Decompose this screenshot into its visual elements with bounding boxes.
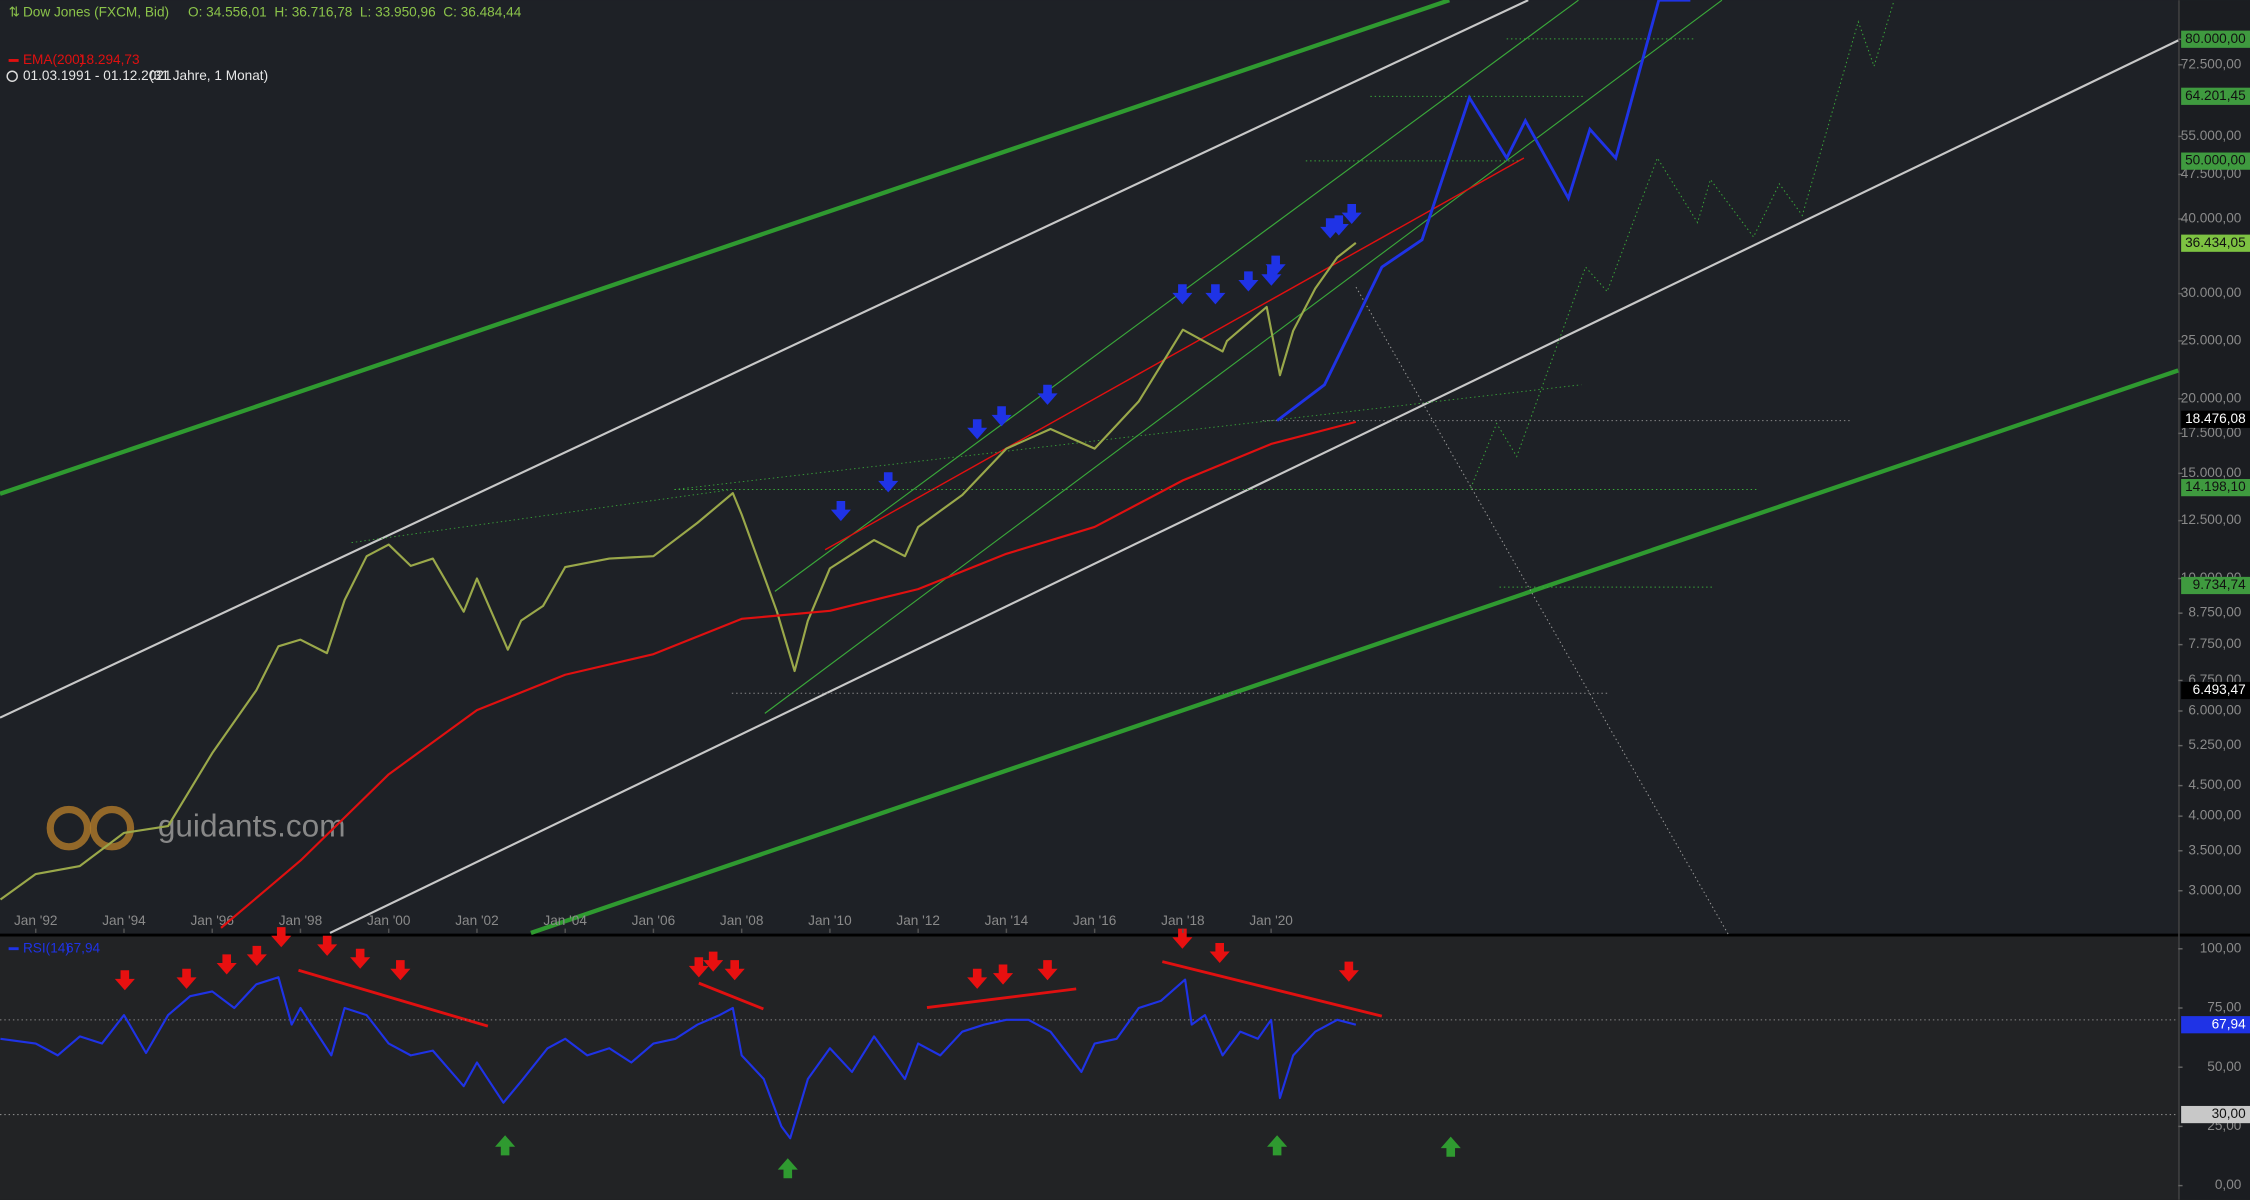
y-tick-label: 4.000,00 [2188,808,2241,823]
price-label: 14.198,10 [2185,479,2246,494]
ema-legend-value: 18.294,73 [79,52,140,67]
y-tick-label: 75,00 [2207,1000,2242,1015]
logo [46,805,92,851]
x-tick-label: Jan '04 [543,913,587,928]
x-tick-label: Jan '06 [632,913,676,928]
trend-line [698,981,764,1011]
price-axis [2178,0,2250,1200]
trend-line [764,0,1723,714]
watermark: guidants.com [46,805,346,851]
y-tick-label: 30.000,00 [2181,285,2242,300]
trend-line [674,384,1582,490]
trend-line [1161,960,1383,1018]
ema-legend: EMA(200) [23,52,84,67]
series-line [220,420,1357,929]
price-label-box [2181,152,2250,170]
trend-line [926,987,1077,1009]
x-tick-label: Jan '12 [896,913,940,928]
y-tick-label: 6.000,00 [2188,703,2241,718]
x-tick-label: Jan '18 [1161,913,1205,928]
y-tick-label: 12.500,00 [2181,512,2242,527]
x-tick-label: Jan '10 [808,913,852,928]
y-tick-label: 100,00 [2200,940,2242,955]
x-tick-label: Jan '98 [279,913,323,928]
price-label-box [2181,410,2250,428]
price-label-box [2181,1016,2250,1034]
trend-line [298,968,489,1028]
price-label-box [2181,1105,2250,1124]
rsi-panel [0,935,2250,1200]
trend-line [0,0,1450,496]
price-label-box [2181,576,2250,595]
y-tick-label: 20.000,00 [2181,390,2242,405]
price-label: 9.734,74 [2193,577,2246,592]
trend-line [824,157,1525,551]
price-label: 36.434,05 [2185,235,2246,250]
y-tick-label: 72.500,00 [2181,56,2242,71]
price-label: 30,00 [2212,1106,2247,1121]
price-label-box [2181,234,2250,252]
x-tick-label: Jan '00 [367,913,411,928]
instrument-title: Dow Jones (FXCM, Bid) [23,5,169,20]
series-line [0,976,1357,1140]
y-tick-label: 40.000,00 [2181,211,2242,226]
price-label: 64.201,45 [2185,88,2246,103]
y-tick-label: 0,00 [2215,1177,2242,1192]
price-label-box [2181,87,2250,105]
x-tick-label: Jan '02 [455,913,499,928]
price-label: 80.000,00 [2185,31,2246,46]
y-tick-label: 5.250,00 [2188,737,2241,752]
level-lines [674,0,1895,937]
x-tick-label: Jan '96 [190,913,234,928]
projection-line [1470,0,1895,489]
y-tick-label: 8.750,00 [2188,605,2241,620]
x-tick-label: Jan '92 [14,913,58,928]
rsi-legend-value: 67,94 [66,940,101,955]
main-panel [0,0,2250,934]
trend-line [530,368,2179,935]
x-tick-label: Jan '14 [985,913,1029,928]
y-tick-label: 3.000,00 [2188,882,2241,897]
y-tick-label: 4.500,00 [2188,777,2241,792]
y-tick-label: 3.500,00 [2188,842,2241,857]
price-label: 50.000,00 [2185,153,2246,168]
series-line [0,242,1357,901]
logo [89,805,135,851]
price-label: 18.476,08 [2185,411,2246,426]
price-label-box [2181,30,2250,48]
drawings [0,0,2179,1028]
trend-line [0,0,1529,719]
header-title: ⇅ [9,5,20,20]
y-tick-label: 55.000,00 [2181,128,2242,143]
period: 01.03.1991 - 01.12.2021 [23,68,172,83]
price-label-box [2181,479,2250,497]
y-tick-label: 47.500,00 [2181,166,2242,181]
rsi-legend: RSI(14) [23,940,70,955]
price-label: 6.493,47 [2193,682,2246,697]
x-tick-label: Jan '08 [720,913,764,928]
quote: O: 34.556,01 H: 36.716,78 L: 33.950,96 C… [188,5,522,20]
y-tick-label: 25.000,00 [2181,332,2242,347]
clock-icon [6,70,18,82]
y-tick-label: 17.500,00 [2181,425,2242,440]
x-tick-label: Jan '16 [1073,913,1117,928]
period-length: (31 Jahre, 1 Monat) [149,68,268,83]
price-label-box [2181,681,2250,700]
trend-line [351,489,732,544]
rsi-trend-lines [298,960,1383,1028]
y-tick-label: 15.000,00 [2181,465,2242,480]
y-tick-label: 7.750,00 [2188,636,2241,651]
x-tick-label: Jan '94 [102,913,146,928]
watermark-text: guidants.com [158,808,346,844]
projection-path [1276,0,1691,422]
trend-line [329,39,2179,934]
y-tick-label: 50,00 [2207,1059,2242,1074]
x-tick-label: Jan '20 [1249,913,1293,928]
price-label: 67,94 [2212,1016,2247,1031]
